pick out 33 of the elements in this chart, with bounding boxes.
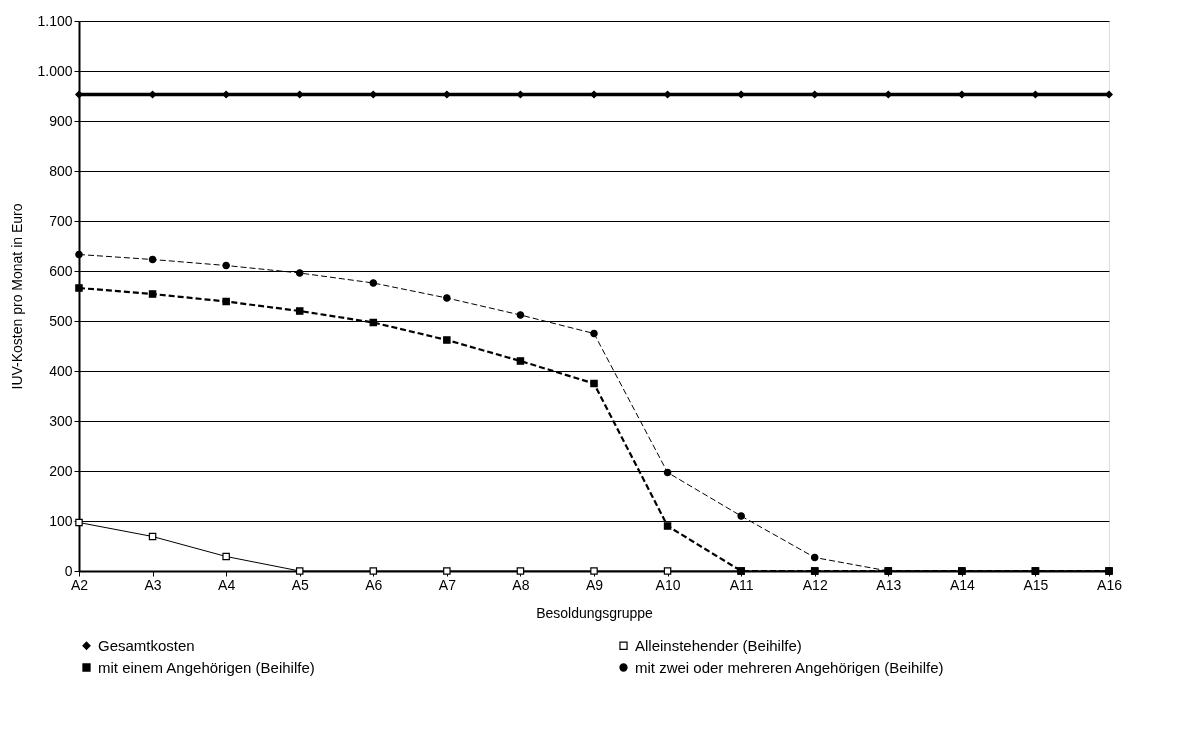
y-tick-label: 700 xyxy=(49,212,73,229)
y-axis-title: IUV-Kosten pro Monat in Euro xyxy=(9,203,26,390)
y-tick-label: 300 xyxy=(49,412,73,429)
x-tick-label: A5 xyxy=(291,576,309,593)
x-tick-label: A16 xyxy=(1097,576,1123,593)
y-tick-label: 1.000 xyxy=(37,62,73,79)
x-tick-label: A3 xyxy=(144,576,162,593)
x-tick-label: A12 xyxy=(802,576,828,593)
x-tick-label: A15 xyxy=(1023,576,1049,593)
x-tick-label: A11 xyxy=(729,576,754,593)
y-tick-label: 0 xyxy=(64,562,73,579)
y-tick-label: 400 xyxy=(49,362,73,379)
y-tick-label: 800 xyxy=(49,162,73,179)
y-tick-label: 900 xyxy=(49,112,73,129)
x-tick-label: A14 xyxy=(949,576,976,593)
x-tick-label: A13 xyxy=(876,576,902,593)
legend-label: mit zwei oder mehreren Angehörigen (Beihilfe) xyxy=(635,658,944,676)
x-tick-label: A8 xyxy=(512,576,530,593)
y-tick-label: 600 xyxy=(49,262,73,279)
x-tick-label: A7 xyxy=(438,576,457,593)
x-tick-label: A6 xyxy=(365,576,383,593)
x-axis-title: Besoldungsgruppe xyxy=(536,604,654,621)
y-tick-label: 500 xyxy=(49,312,73,329)
legend-label: Gesamtkosten xyxy=(98,636,195,654)
y-tick-label: 100 xyxy=(49,512,73,529)
x-tick-label: A9 xyxy=(585,576,604,593)
y-tick-label: 1.100 xyxy=(37,12,73,29)
x-tick-label: A10 xyxy=(655,576,681,593)
x-tick-label: A4 xyxy=(218,576,236,593)
legend-label: Alleinstehender (Beihilfe) xyxy=(635,636,802,654)
x-tick-label: A2 xyxy=(70,576,89,593)
legend-label: mit einem Angehörigen (Beihilfe) xyxy=(98,658,315,676)
y-tick-label: 200 xyxy=(49,462,73,479)
